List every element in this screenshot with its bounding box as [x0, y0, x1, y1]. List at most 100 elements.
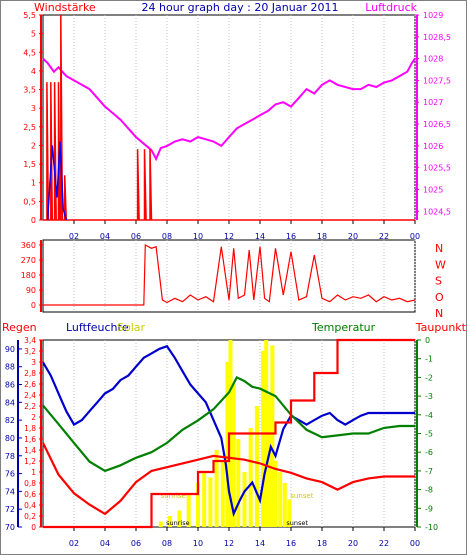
- series-line-luftfeuchte: [42, 344, 415, 518]
- right-tick-label: 1025: [423, 185, 443, 194]
- rain-tick-label: 0: [31, 523, 36, 532]
- right-tick-label: 1026,5: [423, 120, 451, 129]
- x-tick-label: 20: [348, 232, 358, 241]
- x-tick-label: 02: [69, 539, 79, 548]
- x-tick-label: 06: [131, 539, 141, 548]
- solar-bar: [287, 499, 292, 527]
- sunrise-marker: sunrise: [166, 519, 190, 527]
- rain-tick-label: 2,4: [24, 391, 36, 400]
- left-tick-label: 2: [31, 141, 36, 150]
- series-line-windstärke: [43, 14, 415, 221]
- rain-tick-label: 0,2: [24, 512, 36, 521]
- x-tick-label: 08: [162, 539, 172, 548]
- rain-tick-label: 0,6: [24, 490, 36, 499]
- solar-bar: [177, 510, 182, 527]
- rain-tick-label: 3,2: [24, 347, 36, 356]
- left-tick-label: 0,5: [23, 197, 36, 206]
- left-tick-label: 180: [21, 271, 36, 280]
- x-tick-label: 16: [286, 539, 296, 548]
- x-tick-label: 14: [255, 539, 265, 548]
- temperature-tick-label: -5: [425, 430, 433, 439]
- rain-tick-label: 2,8: [24, 369, 36, 378]
- rain-tick-label: 0,4: [24, 501, 36, 510]
- right-tick-label: 1027,5: [423, 76, 451, 85]
- series-line-wind-direction: [43, 244, 416, 306]
- right-tick-label: 1028: [423, 55, 443, 64]
- rain-tick-label: 2: [31, 413, 36, 422]
- humidity-tick-label: 72: [5, 505, 15, 514]
- solar-bar: [208, 477, 213, 527]
- axis-title-solar: Solar: [117, 321, 146, 334]
- x-tick-label: 22: [379, 539, 389, 548]
- humidity-tick-label: 70: [5, 523, 15, 532]
- solar-bar: [220, 461, 225, 527]
- series-line-regen: [43, 338, 415, 529]
- humidity-tick-label: 80: [5, 434, 15, 443]
- compass-label: N: [435, 242, 443, 255]
- rain-tick-label: 3,4: [24, 336, 36, 345]
- humidity-tick-label: 88: [5, 363, 15, 372]
- solar-bar: [168, 516, 173, 527]
- x-tick-label: 00: [410, 232, 420, 241]
- axis-title-temperatur: Temperatur: [311, 321, 376, 334]
- solar-bar: [236, 439, 241, 527]
- humidity-tick-label: 82: [5, 416, 15, 425]
- chart-title: 24 hour graph day : 20 Januar 2011: [142, 1, 339, 14]
- x-tick-label: 18: [317, 232, 327, 241]
- compass-label: S: [435, 275, 442, 288]
- temperature-tick-label: -7: [425, 467, 433, 476]
- rain-tick-label: 1,4: [24, 446, 36, 455]
- series-line-luftdruck: [42, 57, 416, 162]
- temperature-tick-label: -2: [425, 373, 433, 382]
- axis-title-taupunkt: Taupunkt: [415, 321, 467, 334]
- left-tick-label: 3: [31, 104, 36, 113]
- x-tick-label: 18: [317, 539, 327, 548]
- left-tick-label: 5,5: [23, 11, 36, 20]
- humidity-tick-label: 74: [5, 487, 15, 496]
- x-tick-label: 16: [286, 232, 296, 241]
- left-tick-label: 0: [31, 216, 36, 225]
- solar-bar: [254, 406, 259, 527]
- temperature-tick-label: 0: [425, 336, 430, 345]
- left-tick-label: 90: [26, 286, 36, 295]
- solar-bar: [202, 472, 207, 527]
- right-tick-label: 1028,5: [423, 33, 451, 42]
- compass-label: N: [435, 307, 443, 320]
- x-tick-label: 12: [224, 232, 234, 241]
- solar-bar: [214, 450, 219, 527]
- temperature-tick-label: -6: [425, 448, 433, 457]
- rain-tick-label: 2,2: [24, 402, 36, 411]
- x-tick-label: 14: [255, 232, 265, 241]
- sunset-label: sunset: [290, 492, 313, 500]
- x-tick-label: 10: [193, 539, 203, 548]
- rain-tick-label: 1,8: [24, 424, 36, 433]
- solar-bar: [196, 483, 200, 527]
- x-tick-label: 10: [193, 232, 203, 241]
- humidity-tick-label: 86: [5, 381, 15, 390]
- x-tick-label: 06: [131, 232, 141, 241]
- humidity-tick-label: 78: [5, 452, 15, 461]
- x-tick-label: 00: [410, 539, 420, 548]
- solar-bar: [278, 472, 283, 527]
- right-tick-label: 1029: [423, 11, 443, 20]
- left-tick-label: 360: [21, 241, 36, 250]
- rain-tick-label: 3: [31, 358, 36, 367]
- humidity-tick-label: 90: [5, 345, 15, 354]
- humidity-tick-label: 84: [5, 398, 15, 407]
- rain-tick-label: 2,6: [24, 380, 36, 389]
- solar-bar: [242, 472, 247, 527]
- solar-bar: [186, 494, 191, 527]
- temperature-tick-label: -8: [425, 486, 433, 495]
- x-tick-label: 12: [224, 539, 234, 548]
- left-tick-label: 5: [31, 30, 36, 39]
- solar-bar: [248, 428, 253, 527]
- left-tick-label: 0: [31, 301, 36, 310]
- compass-label: W: [435, 258, 446, 271]
- left-tick-label: 4,5: [23, 48, 36, 57]
- solar-bar: [282, 483, 287, 527]
- humidity-tick-label: 76: [5, 470, 15, 479]
- left-tick-label: 2,5: [23, 123, 36, 132]
- rain-tick-label: 1,2: [24, 457, 36, 466]
